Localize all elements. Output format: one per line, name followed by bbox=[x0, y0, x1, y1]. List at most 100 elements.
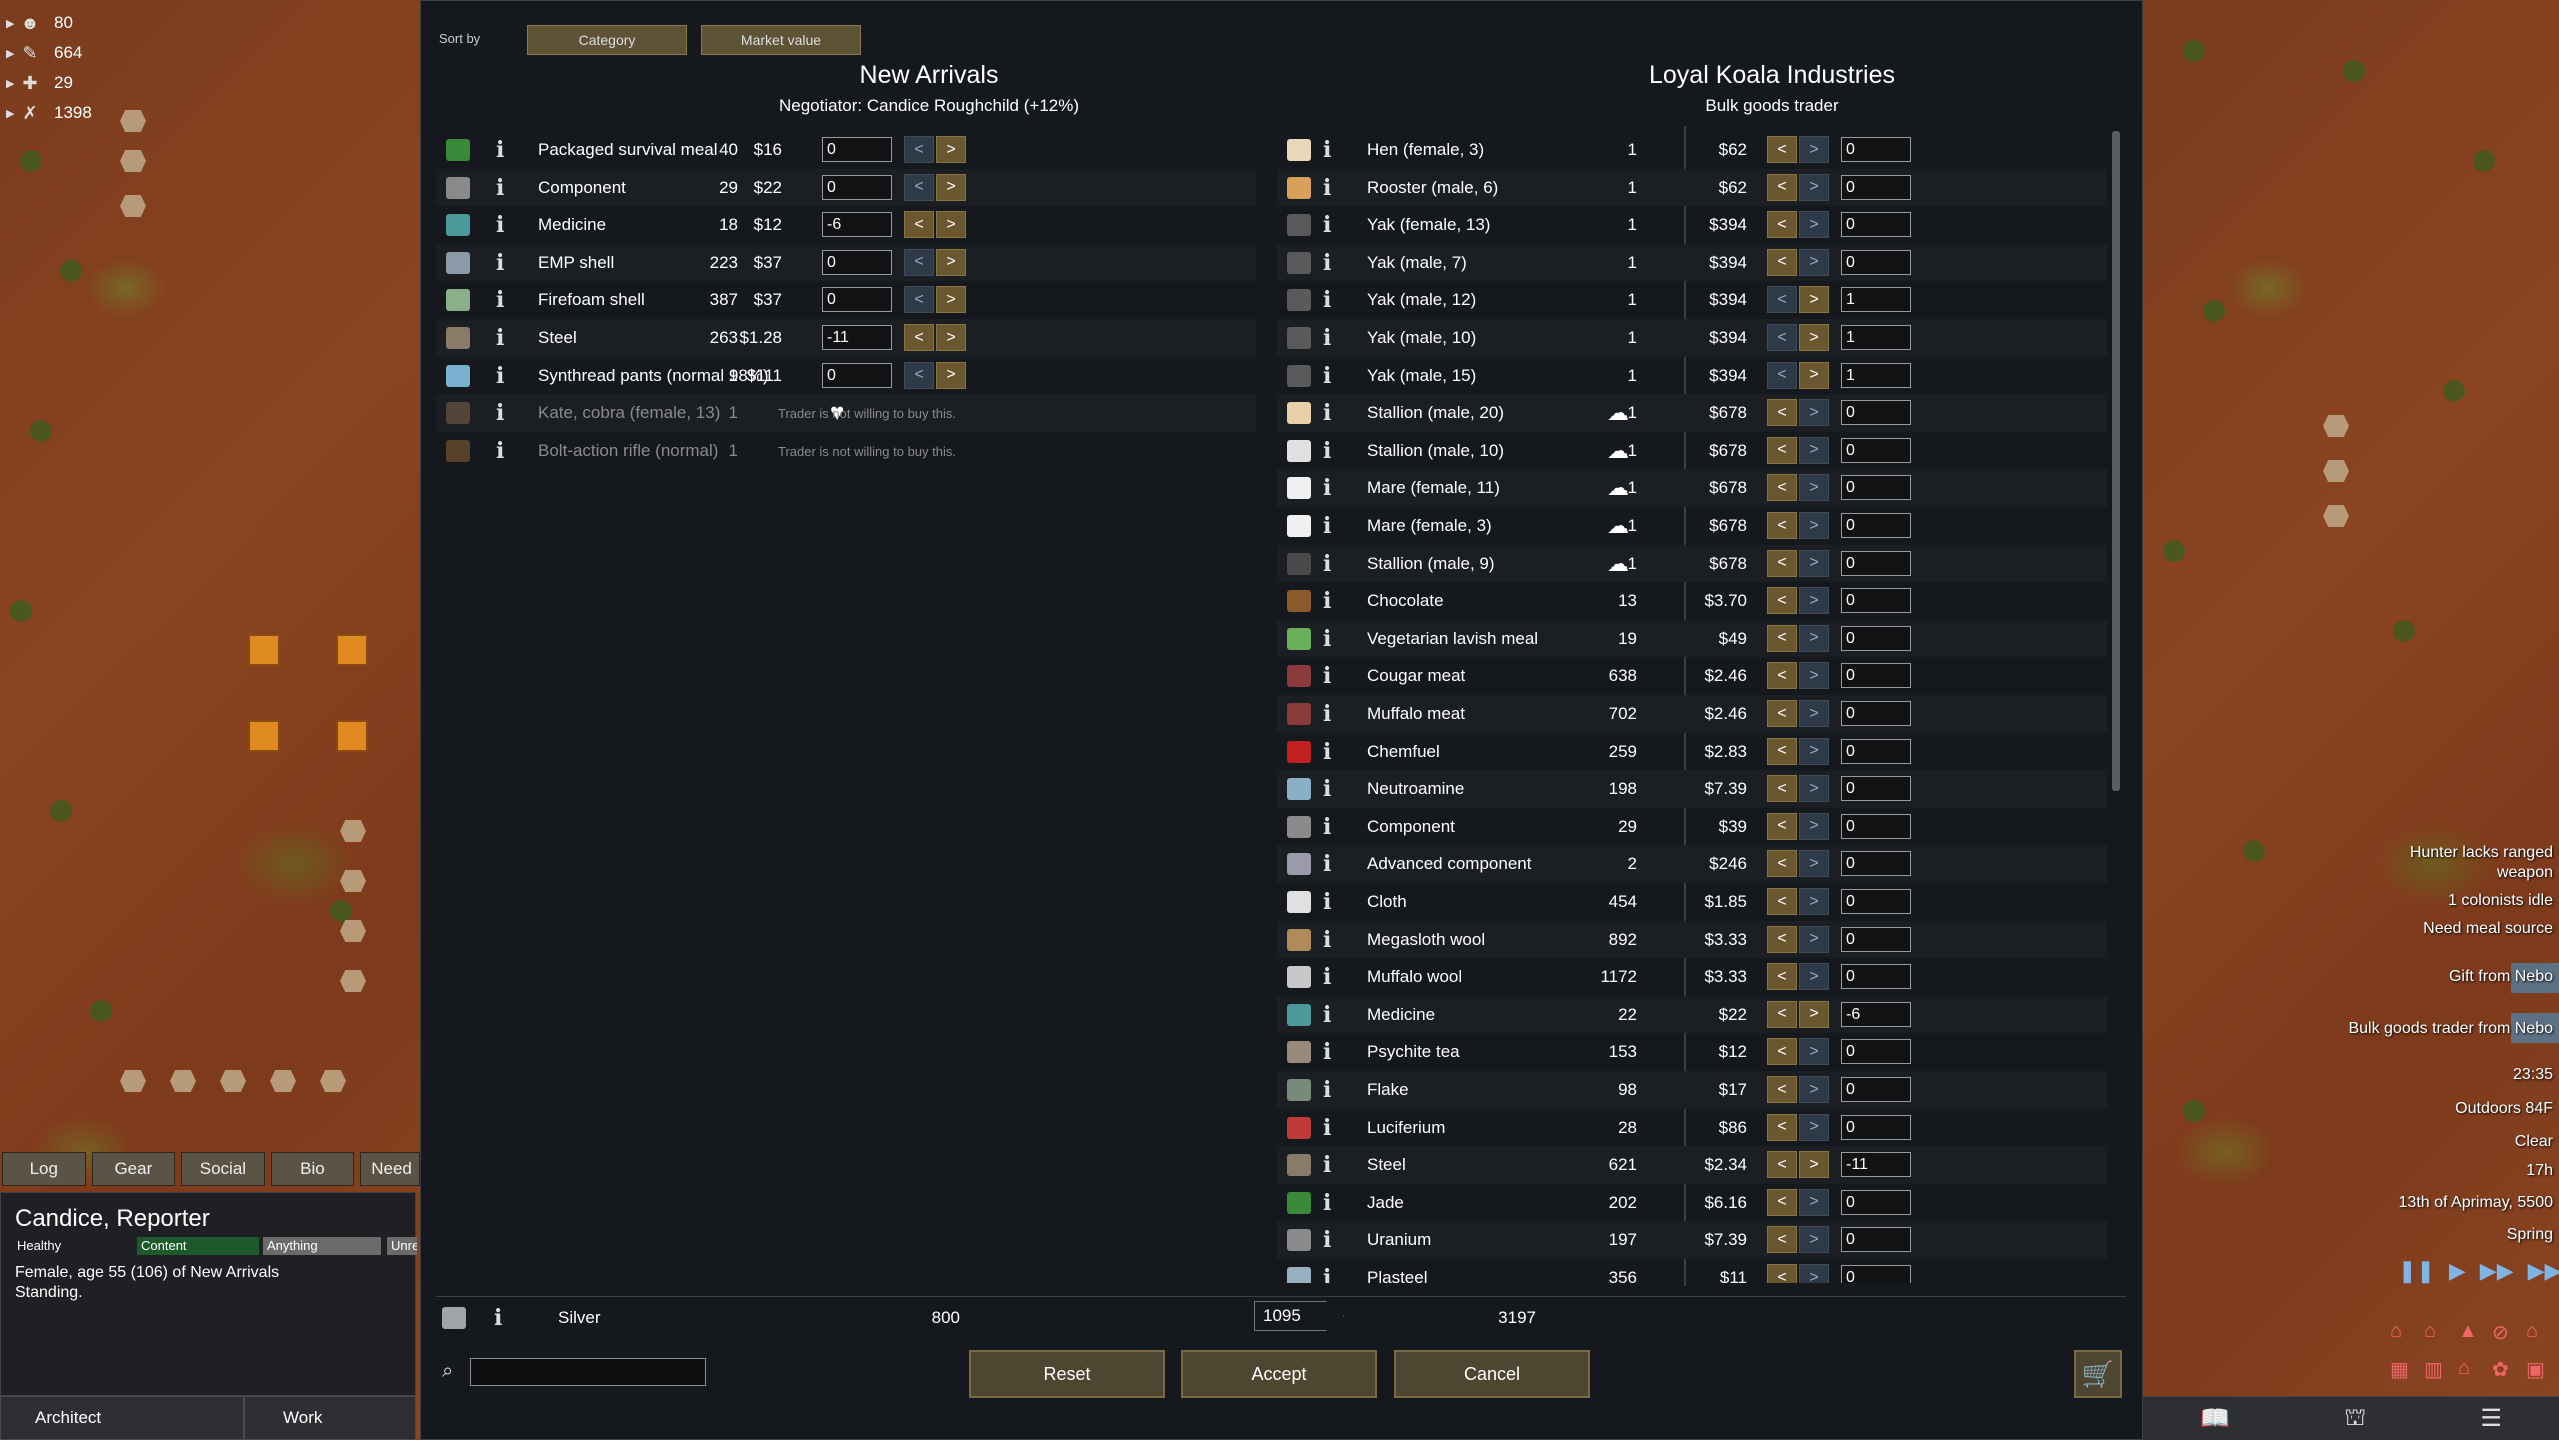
info-icon[interactable]: i bbox=[1323, 475, 1332, 502]
quantity-field[interactable]: 0 bbox=[1841, 851, 1911, 877]
zone-icon[interactable]: ⌂ bbox=[2526, 1320, 2539, 1342]
trade-mode-icon[interactable]: 🛒 bbox=[2074, 1350, 2122, 1398]
accept-button[interactable]: Accept bbox=[1181, 1350, 1377, 1398]
buy-more-arrow[interactable]: < bbox=[1767, 850, 1797, 878]
quantity-field[interactable]: 0 bbox=[1841, 625, 1911, 651]
tab-social[interactable]: Social bbox=[181, 1152, 265, 1186]
buy-less-arrow[interactable]: > bbox=[1799, 211, 1829, 239]
buy-more-arrow[interactable]: < bbox=[1767, 399, 1797, 427]
buy-more-arrow[interactable]: < bbox=[1767, 812, 1797, 840]
buy-more-arrow[interactable]: < bbox=[1767, 211, 1797, 239]
buy-more-arrow[interactable]: < bbox=[1767, 700, 1797, 727]
info-icon[interactable]: i bbox=[1323, 625, 1332, 652]
buy-less-arrow[interactable]: > bbox=[1799, 1226, 1829, 1254]
work-button[interactable]: Work bbox=[244, 1396, 416, 1440]
buy-less-arrow[interactable]: > bbox=[1799, 737, 1829, 765]
buy-more-arrow[interactable]: < bbox=[1767, 662, 1797, 690]
buy-less-arrow[interactable]: > bbox=[1799, 925, 1829, 953]
grid-icon[interactable]: ▦ bbox=[2390, 1359, 2409, 1381]
buy-less-arrow[interactable]: > bbox=[1799, 888, 1829, 915]
buy-more-arrow[interactable]: < bbox=[1767, 324, 1797, 351]
buy-less-arrow[interactable]: > bbox=[1799, 1000, 1829, 1028]
buy-less-arrow[interactable]: > bbox=[1799, 512, 1829, 539]
world-icon[interactable]: ⛫ bbox=[2344, 1403, 2367, 1431]
quantity-field[interactable]: 0 bbox=[1841, 1265, 1911, 1283]
buy-more-arrow[interactable]: < bbox=[1767, 248, 1797, 276]
info-icon[interactable]: i bbox=[1323, 776, 1332, 803]
buy-less-arrow[interactable]: > bbox=[1799, 624, 1829, 652]
sell-less-arrow[interactable]: < bbox=[904, 173, 934, 201]
pause-icon[interactable]: ❚❚ bbox=[2398, 1258, 2435, 1283]
sell-more-arrow[interactable]: > bbox=[936, 361, 966, 389]
buy-more-arrow[interactable]: < bbox=[1767, 775, 1797, 803]
expand-arrow-icon[interactable]: ▶ bbox=[6, 47, 15, 60]
buy-less-arrow[interactable]: > bbox=[1799, 850, 1829, 878]
reset-button[interactable]: Reset bbox=[969, 1350, 1165, 1398]
info-icon[interactable]: i bbox=[496, 400, 505, 427]
quantity-field[interactable]: 0 bbox=[1841, 174, 1911, 200]
food-restriction-button[interactable]: Anything bbox=[263, 1237, 381, 1255]
quantity-field[interactable]: 0 bbox=[1841, 212, 1911, 238]
info-icon[interactable]: i bbox=[1323, 437, 1332, 464]
info-icon[interactable]: i bbox=[1323, 813, 1332, 840]
info-icon[interactable]: i bbox=[494, 1305, 503, 1331]
quantity-field[interactable]: 0 bbox=[1841, 137, 1911, 162]
info-icon[interactable]: i bbox=[1323, 1189, 1332, 1216]
alert-meal[interactable]: Need meal source bbox=[2423, 920, 2553, 937]
info-icon[interactable]: i bbox=[496, 287, 505, 314]
info-icon[interactable]: i bbox=[1323, 1152, 1332, 1179]
fast-icon[interactable]: ▶▶ bbox=[2479, 1258, 2514, 1283]
buy-less-arrow[interactable]: > bbox=[1799, 700, 1829, 727]
auto-home-icon[interactable]: ⌂ bbox=[2458, 1357, 2471, 1379]
info-icon[interactable]: i bbox=[1323, 851, 1332, 878]
resource-row[interactable]: ▶ ☻ 80 bbox=[6, 8, 126, 38]
quantity-field[interactable]: 0 bbox=[1841, 513, 1911, 538]
info-icon[interactable]: i bbox=[496, 249, 505, 276]
sell-less-arrow[interactable]: < bbox=[904, 286, 934, 314]
tab-needs[interactable]: Need bbox=[360, 1152, 420, 1186]
info-icon[interactable]: i bbox=[496, 137, 505, 163]
buy-less-arrow[interactable]: > bbox=[1799, 136, 1829, 163]
alert-hunter-line2[interactable]: weapon bbox=[2496, 864, 2553, 881]
sell-more-arrow[interactable]: > bbox=[936, 286, 966, 314]
buy-less-arrow[interactable]: > bbox=[1799, 1264, 1829, 1283]
buy-more-arrow[interactable]: < bbox=[1767, 737, 1797, 765]
buy-less-arrow[interactable]: > bbox=[1799, 248, 1829, 276]
tab-bio[interactable]: Bio bbox=[270, 1152, 355, 1186]
resource-row[interactable]: ▶ ✚ 29 bbox=[6, 68, 126, 98]
quantity-field[interactable]: -11 bbox=[822, 325, 892, 350]
buy-less-arrow[interactable]: > bbox=[1799, 963, 1829, 991]
quantity-field[interactable]: 0 bbox=[1841, 813, 1911, 839]
quantity-field[interactable]: 0 bbox=[822, 287, 892, 313]
info-icon[interactable]: i bbox=[496, 325, 505, 351]
plant-icon[interactable]: ✿ bbox=[2492, 1359, 2509, 1381]
buy-less-arrow[interactable]: > bbox=[1799, 587, 1829, 615]
info-icon[interactable]: i bbox=[496, 437, 505, 464]
buy-more-arrow[interactable]: < bbox=[1767, 1076, 1797, 1103]
sell-less-arrow[interactable]: < bbox=[904, 248, 934, 276]
sort-market-value-button[interactable]: Market value bbox=[701, 25, 861, 55]
buy-more-arrow[interactable]: < bbox=[1767, 474, 1797, 502]
sell-less-arrow[interactable]: < bbox=[904, 211, 934, 239]
quantity-field[interactable]: 0 bbox=[1841, 475, 1911, 501]
sell-more-arrow[interactable]: > bbox=[936, 324, 966, 351]
buy-more-arrow[interactable]: < bbox=[1767, 136, 1797, 163]
letter-trader[interactable]: Bulk goods trader from Nebo bbox=[2348, 1020, 2553, 1037]
menu-icon[interactable]: ☰ bbox=[2480, 1405, 2502, 1432]
buy-more-arrow[interactable]: < bbox=[1767, 925, 1797, 953]
sell-more-arrow[interactable]: > bbox=[936, 136, 966, 163]
health-bar[interactable]: Healthy bbox=[13, 1237, 131, 1255]
info-icon[interactable]: i bbox=[1323, 926, 1332, 953]
quantity-field[interactable]: -6 bbox=[822, 212, 892, 238]
buy-less-arrow[interactable]: > bbox=[1799, 812, 1829, 840]
buy-more-arrow[interactable]: < bbox=[1767, 1226, 1797, 1254]
sell-more-arrow[interactable]: > bbox=[936, 211, 966, 239]
sell-less-arrow[interactable]: < bbox=[904, 361, 934, 389]
quantity-field[interactable]: 0 bbox=[1841, 889, 1911, 914]
expand-arrow-icon[interactable]: ▶ bbox=[6, 107, 15, 120]
info-icon[interactable]: i bbox=[1323, 1077, 1332, 1103]
superfast-icon[interactable]: ▶▶▶ bbox=[2527, 1258, 2559, 1283]
letter-gift[interactable]: Gift from Nebo bbox=[2448, 968, 2553, 985]
tab-gear[interactable]: Gear bbox=[91, 1152, 176, 1186]
info-icon[interactable]: i bbox=[1323, 1114, 1332, 1141]
